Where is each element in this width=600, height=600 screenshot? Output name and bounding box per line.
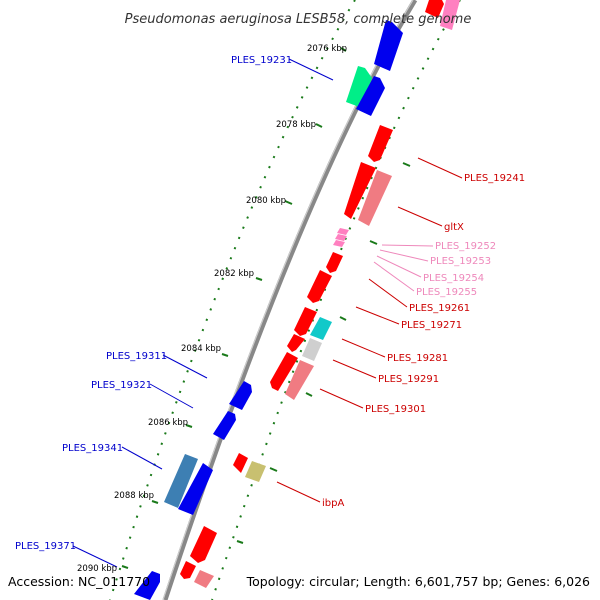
scale-ring-outer [109,0,356,600]
accession-text: Accession: NC_011770 [8,574,150,589]
leader-line [162,354,208,379]
gene-feature [358,170,392,226]
gene-label: PLES_19281 [387,353,448,364]
gene-feature [425,0,444,18]
leader-line [373,261,415,292]
leader-line [417,157,463,179]
gene-label: PLES_19254 [423,273,484,284]
gene-label: gltX [444,222,464,233]
leader-line [381,244,434,247]
leader-line [332,359,377,379]
gene-label: PLES_19261 [409,303,470,314]
scale-tick [185,424,193,428]
scale-tick [315,123,323,128]
gene-feature [164,454,198,508]
scale-label: 2084 kbp [181,344,221,354]
scale-label: 2080 kbp [246,196,286,206]
gene-feature [440,0,460,30]
gene-feature [335,234,347,241]
scale-tick [339,316,347,321]
scale-label: 2078 kbp [276,120,316,130]
gene-feature [356,76,385,116]
scale-tick [221,353,229,357]
scale-tick [121,565,129,569]
gene-label: PLES_19271 [401,320,462,331]
scale-tick [340,47,347,52]
scale-tick [151,500,159,504]
leader-line [319,388,364,409]
scale-label: 2086 kbp [148,418,188,428]
gene-feature [190,526,217,563]
scale-tick [269,467,278,472]
gene-feature [307,270,332,303]
gene-feature [134,571,160,600]
leader-line [288,58,334,81]
leader-line [376,255,422,278]
reverse-gene-labels: PLES_19241 gltX PLES_19261 PLES_19271 PL… [322,173,525,509]
leader-line [397,206,443,227]
leader-line [72,545,118,568]
leader-line [368,278,408,308]
gene-label: PLES_19341 [62,443,123,454]
label-leader-lines [72,58,463,568]
gene-feature [213,411,236,440]
gene-feature [344,162,376,219]
gene-feature [374,20,403,71]
gene-label: PLES_19291 [378,374,439,385]
gene-feature [270,352,298,391]
leader-line [341,338,386,358]
scale-ticks [121,47,411,569]
leader-line [276,481,321,503]
gene-label: PLES_19255 [416,287,477,298]
scale-label: 2088 kbp [114,491,154,501]
gene-label: PLES_19321 [91,380,152,391]
scale-label: 2090 kbp [77,564,117,574]
scale-tick [305,392,313,397]
gene-label: PLES_19371 [15,541,76,552]
gene-feature [326,252,343,273]
gene-feature [245,461,266,482]
gene-feature [194,570,214,588]
gene-feature [178,463,213,515]
forward-genes [134,20,403,600]
gene-feature [285,360,314,400]
gene-feature [180,561,196,579]
scale-tick [236,540,244,544]
gene-label: PLES_19241 [464,173,525,184]
gene-feature [368,125,393,162]
leader-line [121,446,163,470]
scale-tick [255,277,263,281]
gene-feature [229,381,252,410]
scale-label: 2082 kbp [214,269,254,279]
scale-tick [369,240,378,245]
gene-label: PLES_19311 [106,351,167,362]
scale-label: 2076 kbp [307,44,347,54]
gene-feature [302,338,322,361]
gene-feature [294,307,317,336]
scale-tick [284,200,293,205]
gene-feature [310,317,332,340]
gene-label: PLES_19231 [231,55,292,66]
forward-gene-labels: PLES_19231 PLES_19311 PLES_19321 PLES_19… [15,55,292,552]
scale-labels: 2076 kbp 2078 kbp 2080 kbp 2082 kbp 2084… [77,44,347,574]
gene-label: PLES_19253 [430,256,491,267]
gene-feature [233,453,248,473]
gene-feature [337,228,349,235]
gene-label: ibpA [322,498,344,509]
leader-line [149,383,194,409]
scale-tick [402,162,411,167]
map-title: Pseudomonas aeruginosa LESB58, complete … [125,12,472,27]
leader-line [355,306,400,325]
topology-text: Topology: circular; Length: 6,601,757 bp… [246,574,590,589]
reverse-genes [180,0,460,588]
scale-ring-inner [211,0,461,600]
gene-label: PLES_19252 [435,241,496,252]
leader-line [379,249,429,262]
gene-feature [287,334,305,352]
gene-feature [333,240,345,247]
pale-gene-labels: PLES_19252 PLES_19253 PLES_19254 PLES_19… [416,241,496,298]
gene-label: PLES_19301 [365,404,426,415]
